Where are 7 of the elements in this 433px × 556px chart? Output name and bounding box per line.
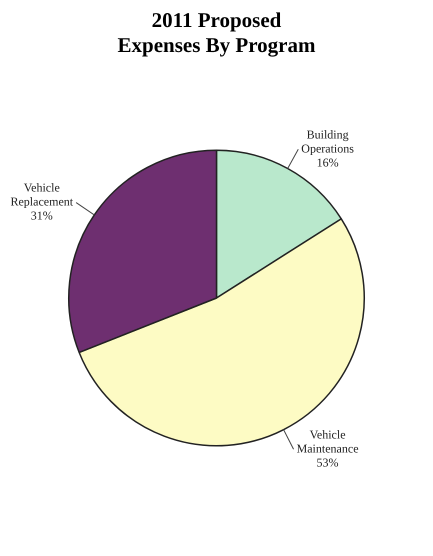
slice-label: Building Operations xyxy=(301,127,354,156)
data-label: 53% xyxy=(316,455,339,470)
slice-label: Vehicle Maintenance xyxy=(296,427,359,456)
slice-label: Vehicle Replacement xyxy=(10,180,74,209)
data-label: 31% xyxy=(30,208,53,223)
chart-title: 2011 Proposed Expenses By Program xyxy=(116,8,316,58)
data-label: 16% xyxy=(316,155,339,170)
